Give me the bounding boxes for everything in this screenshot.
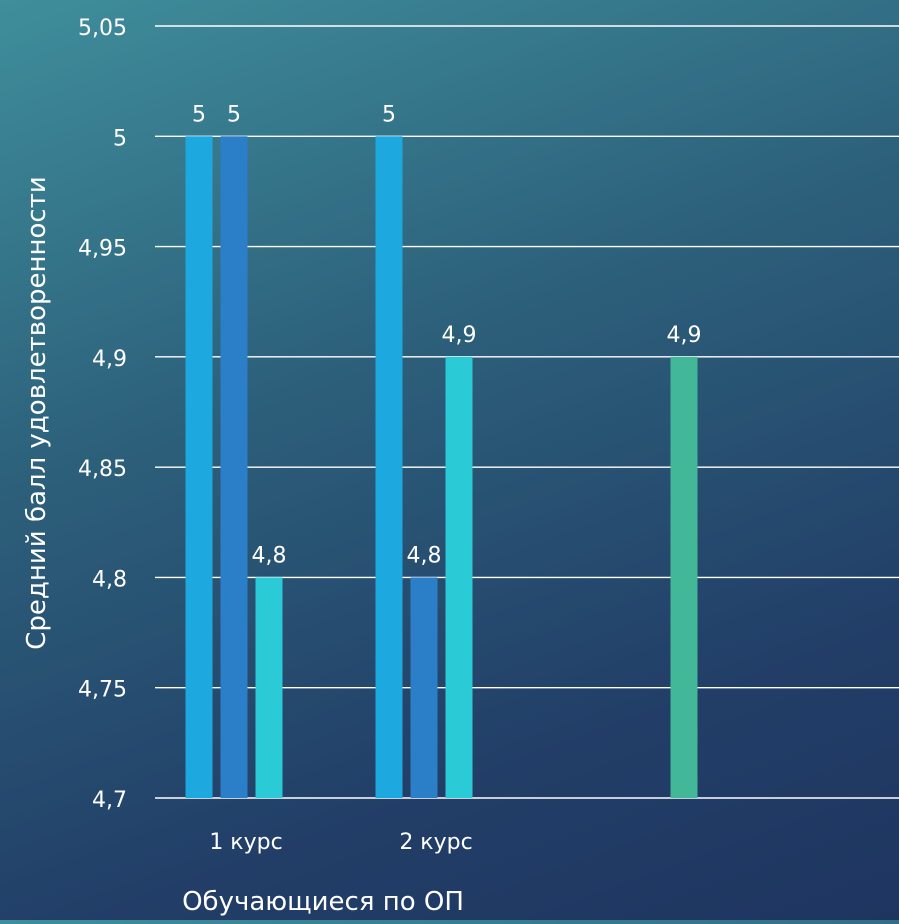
x-axis-title: Обучающиеся по ОП <box>182 887 464 917</box>
y-tick-label: 4,9 <box>92 347 127 372</box>
bar <box>445 356 473 798</box>
y-tick-label: 4,75 <box>78 678 127 703</box>
data-label: 4,8 <box>407 543 442 568</box>
bar <box>220 136 248 799</box>
bar <box>255 577 283 798</box>
y-tick-label: 5 <box>113 126 127 151</box>
data-labels: 5 54,854,84,9 4,9 <box>192 102 702 568</box>
data-label: 5 <box>192 102 206 127</box>
data-label: 4,8 <box>252 543 287 568</box>
x-tick-label: 1 курс <box>209 830 282 855</box>
y-tick-label: 5,05 <box>78 16 127 41</box>
bar <box>410 577 438 798</box>
y-axis-title: Средний балл удовлетворенности <box>22 176 52 649</box>
bar <box>375 136 403 799</box>
data-label: 5 <box>227 102 241 127</box>
y-axis-ticks: 4,7 4,75 4,8 4,85 4,9 4,95 5 5,05 <box>78 16 127 813</box>
bar <box>185 136 213 799</box>
data-label: 5 <box>382 102 396 127</box>
y-tick-label: 4,7 <box>92 788 127 813</box>
data-label: 4,9 <box>442 323 477 348</box>
bar <box>670 356 698 798</box>
bars <box>185 136 698 799</box>
data-label: 4,9 <box>667 323 702 348</box>
x-tick-label: 2 курс <box>399 830 472 855</box>
y-tick-label: 4,95 <box>78 237 127 262</box>
x-axis-ticks: 1 курс 2 курс <box>209 830 472 855</box>
y-tick-label: 4,85 <box>78 457 127 482</box>
y-tick-label: 4,8 <box>92 567 127 592</box>
